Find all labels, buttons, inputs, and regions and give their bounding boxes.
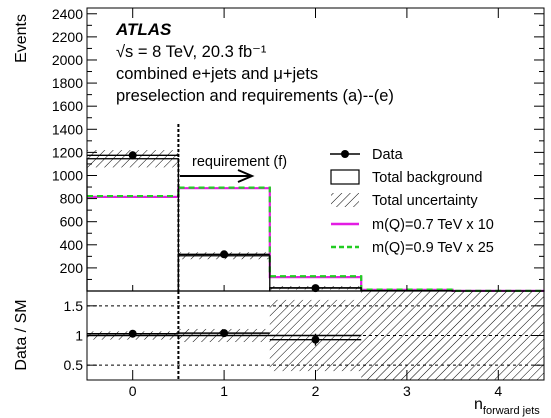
top-y-tick-label-1400: 1400 xyxy=(52,121,83,137)
top-y-tick-label-1800: 1800 xyxy=(52,75,83,91)
x-tick-label-0: 0 xyxy=(129,383,137,399)
x-tick-label-4: 4 xyxy=(494,383,502,399)
annotation-arrow-head xyxy=(237,169,255,183)
experiment-label: ATLAS xyxy=(115,20,172,39)
ratio-point-1 xyxy=(220,329,229,338)
annotation-text: requirement (f) xyxy=(192,154,287,170)
background-bin-0 xyxy=(86,158,180,292)
ratio-point-2 xyxy=(311,335,320,344)
data-point-1 xyxy=(220,250,229,259)
info-line-1: √s = 8 TeV, 20.3 fb⁻¹ xyxy=(116,43,267,61)
info-line-3: preselection and requirements (a)--(e) xyxy=(116,87,394,105)
top-y-tick-label-1000: 1000 xyxy=(52,167,83,183)
legend-data-label: Data xyxy=(372,147,404,163)
top-y-tick-label-600: 600 xyxy=(60,214,84,230)
top-y-tick-label-2000: 2000 xyxy=(52,52,83,68)
ratio-point-0 xyxy=(128,329,137,338)
legend-background-swatch xyxy=(330,169,360,185)
top-y-tick-label-400: 400 xyxy=(60,237,84,253)
x-tick-label-2: 2 xyxy=(312,383,320,399)
legend-signal-0-label: m(Q)=0.7 TeV x 10 xyxy=(372,217,494,233)
info-line-2: combined e+jets and μ+jets xyxy=(116,65,318,83)
x-axis-title-main: n xyxy=(474,396,483,413)
top-y-axis-title: Events xyxy=(13,14,30,63)
legend-uncertainty-label: Total uncertainty xyxy=(372,193,478,209)
legend-data-marker xyxy=(341,150,349,158)
x-axis-title: nforward jets xyxy=(474,396,540,417)
legend-background-label: Total background xyxy=(372,170,482,186)
x-tick-label-3: 3 xyxy=(403,383,411,399)
top-y-tick-label-2200: 2200 xyxy=(52,29,83,45)
ratio-y-tick-label-0.5: 0.5 xyxy=(64,357,84,373)
ratio-y-tick-label-1: 1 xyxy=(75,328,83,344)
ratio-y-axis-title: Data / SM xyxy=(13,299,30,370)
top-y-tick-label-800: 800 xyxy=(60,191,84,207)
legend-uncertainty-swatch xyxy=(331,193,359,207)
legend-signal-1-label: m(Q)=0.9 TeV x 25 xyxy=(372,240,494,256)
top-y-tick-label-200: 200 xyxy=(60,260,84,276)
top-y-tick-label-1600: 1600 xyxy=(52,98,83,114)
top-y-tick-label-1200: 1200 xyxy=(52,144,83,160)
x-tick-label-1: 1 xyxy=(220,383,228,399)
ratio-y-tick-label-1.5: 1.5 xyxy=(64,298,84,314)
top-y-tick-label-2400: 2400 xyxy=(52,6,83,22)
data-point-0 xyxy=(128,151,137,160)
x-axis-title-sub: forward jets xyxy=(483,405,540,417)
